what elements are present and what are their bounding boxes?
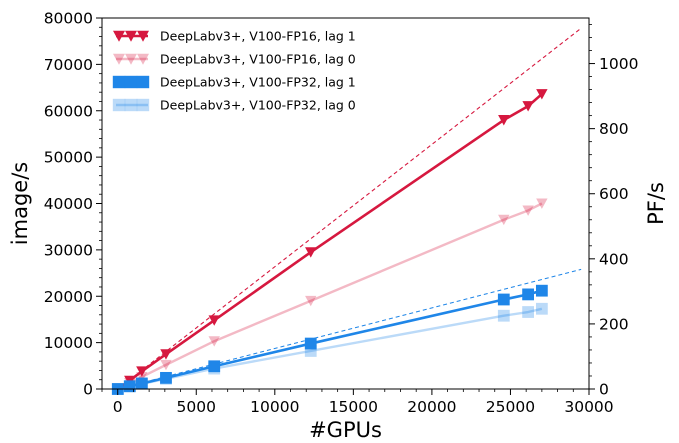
legend-label-1: DeepLabv3+, V100-FP16, lag 0 [160,52,356,67]
legend-marker-0-2 [137,30,149,42]
legend-label-3: DeepLabv3+, V100-FP32, lag 0 [160,98,356,113]
x-tick-label: 20000 [407,398,456,416]
data-point-s2-7 [522,288,534,301]
y2-tick-label: 1000 [599,55,638,73]
data-point-s1-8 [536,198,548,209]
legend-marker-1-1 [125,53,137,65]
data-point-s2-3 [160,371,172,384]
data-point-s3-8 [535,302,548,315]
legend-label-2: DeepLabv3+, V100-FP32, lag 1 [160,75,356,90]
y-tick-label: 10000 [44,334,93,352]
y-tick-label: 0 [83,381,93,399]
series-line-3 [117,307,543,391]
y-tick-label: 70000 [44,56,93,74]
x-tick-label: 15000 [329,398,378,416]
data-point-s0-7 [522,101,534,112]
data-point-s0-8 [536,89,548,100]
y-tick-label: 60000 [44,102,93,120]
legend-marker-2-0 [112,75,126,89]
y2-tick-label: 600 [599,185,629,203]
y2-tick-label: 400 [599,250,629,268]
data-point-s2-1 [123,380,136,393]
legend-marker-1-2 [137,53,149,65]
x-tick-label: 5000 [177,398,216,416]
x-tick-label: 10000 [250,398,299,416]
y-tick-label: 20000 [44,288,93,306]
x-tick-label: 0 [113,398,123,416]
y-tick-label: 80000 [44,10,93,28]
data-point-s3-7 [522,306,534,318]
legend-entry-1: DeepLabv3+, V100-FP16, lag 0 [113,52,356,67]
data-point-s2-5 [304,337,317,350]
x-tick-label: 30000 [564,398,613,416]
y2-axis-title: PF/s [644,182,668,225]
legend-marker-2-2 [136,75,150,89]
legend-marker-1-0 [113,53,125,65]
y2-tick-label: 0 [599,381,609,399]
legend-marker-2-1 [124,75,138,89]
y2-tick-label: 800 [599,120,629,138]
data-point-s0-6 [498,115,510,126]
y-tick-label: 50000 [44,149,93,167]
reference-line-1 [117,268,582,390]
data-point-s0-5 [305,247,317,258]
legend-marker-0-1 [125,30,137,42]
data-point-s0-3 [160,349,172,360]
legend-entry-2: DeepLabv3+, V100-FP32, lag 1 [112,75,356,90]
legend-marker-0-0 [113,30,125,42]
data-point-s1-5 [305,295,317,307]
y2-tick-label: 200 [599,315,629,333]
data-point-s1-3 [160,359,172,371]
series-line-0 [117,93,543,391]
legend-marker-3-1 [124,98,138,112]
data-point-s1-4 [208,336,220,347]
y-tick-label: 40000 [44,195,93,213]
y-tick-label: 30000 [44,241,93,259]
data-point-s1-7 [522,205,534,216]
y-axis-title: image/s [8,162,32,245]
x-tick-label: 25000 [486,398,535,416]
legend-marker-3-2 [136,98,150,112]
legend-entry-3: DeepLabv3+, V100-FP32, lag 0 [112,98,356,113]
data-point-s2-4 [208,360,221,373]
legend-entry-0: DeepLabv3+, V100-FP16, lag 1 [113,29,356,44]
legend-label-0: DeepLabv3+, V100-FP16, lag 1 [160,29,356,44]
data-point-s2-6 [497,293,510,306]
data-point-s0-4 [208,315,220,326]
data-point-s2-2 [135,377,148,390]
data-point-s3-6 [497,309,510,322]
x-axis-title: #GPUs [309,418,382,442]
data-point-s2-8 [535,284,548,297]
data-point-s1-6 [498,214,510,226]
legend-marker-3-0 [112,98,126,112]
data-point-s3-5 [304,345,317,357]
data-point-s0-2 [136,366,148,377]
